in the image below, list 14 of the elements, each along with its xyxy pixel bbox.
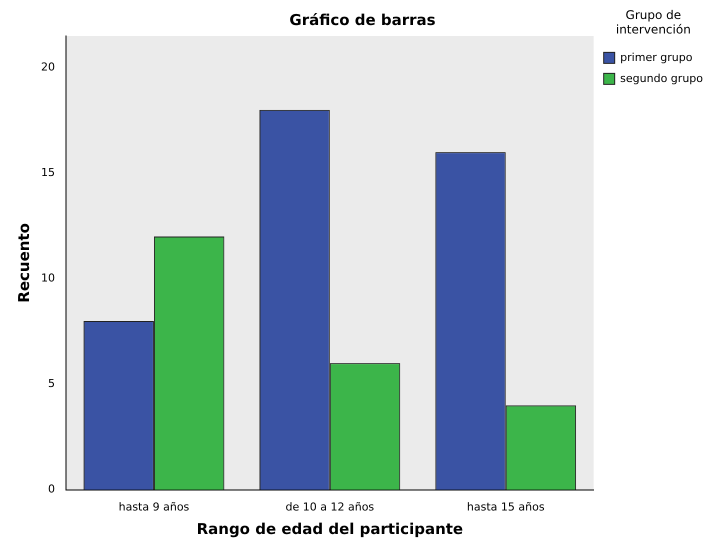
y-tick-label: 10 [40, 272, 55, 285]
y-tick-label: 0 [48, 482, 55, 496]
legend-label: segundo grupo [620, 72, 704, 85]
x-tick-label: hasta 15 años [466, 500, 545, 514]
x-tick-label: de 10 a 12 años [286, 500, 374, 514]
y-axis-title: Recuento [14, 223, 33, 303]
x-axis-title: Rango de edad del participante [196, 520, 464, 538]
x-tick-label: hasta 9 años [118, 500, 190, 514]
y-tick-label: 20 [40, 60, 55, 74]
legend-label: primer grupo [620, 50, 693, 64]
y-tick-label: 5 [48, 377, 55, 390]
y-tick-label: 15 [40, 166, 55, 180]
chart-title: Gráfico de barras [289, 10, 436, 29]
legend-title: Grupo de intervención [616, 8, 691, 37]
